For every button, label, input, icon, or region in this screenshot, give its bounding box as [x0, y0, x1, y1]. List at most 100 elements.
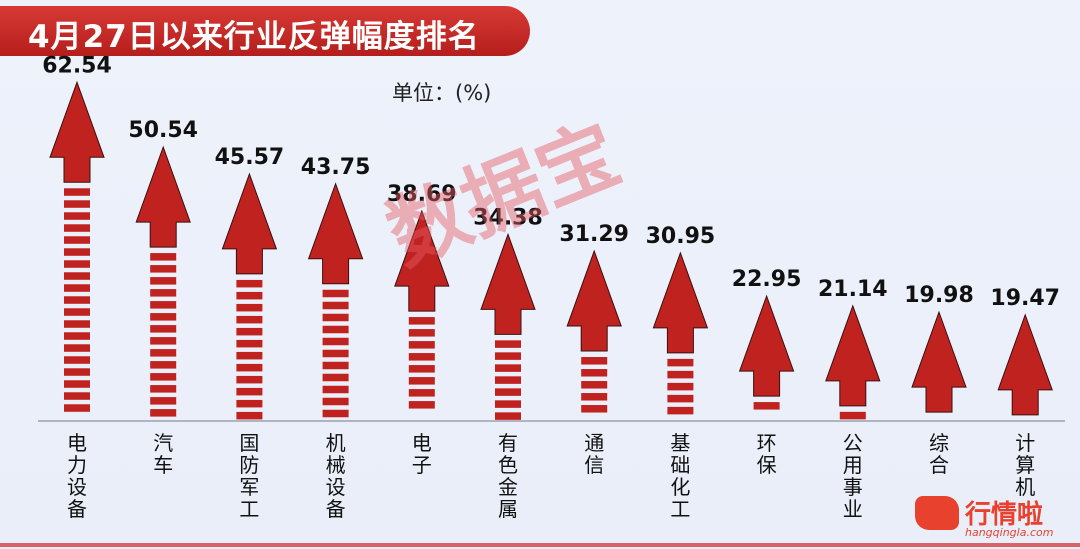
- arrow-head: [307, 182, 364, 285]
- arrow-stripe: [408, 329, 435, 337]
- arrow-stripe: [408, 377, 435, 385]
- arrow-stripe: [322, 349, 349, 358]
- arrow-stripe: [236, 327, 263, 336]
- arrow-stripe: [408, 353, 435, 361]
- arrow-stripe: [408, 389, 435, 397]
- category-label: 计算机: [1015, 431, 1035, 499]
- logo-name: 行情啦: [965, 500, 1044, 530]
- arrow-stripe: [667, 358, 694, 367]
- baseline-divider: [0, 543, 1080, 547]
- arrow-stripe: [322, 385, 349, 394]
- arrow-stripe: [150, 301, 177, 309]
- arrow-stripe: [150, 373, 177, 381]
- arrow-stripe: [150, 349, 177, 357]
- arrow-stripe: [322, 325, 349, 334]
- arrow-stripe: [150, 289, 177, 297]
- arrow-stripe: [64, 248, 90, 256]
- bar-arrow: [997, 313, 1053, 416]
- category-label: 电力设备: [67, 431, 87, 521]
- arrow-stripe: [581, 381, 608, 389]
- arrow-stripe: [236, 411, 263, 420]
- bar-arrow: [652, 251, 709, 415]
- title-banner: 4月27日以来行业反弹幅度排名: [0, 6, 530, 56]
- data-label: 31.29: [559, 222, 629, 247]
- arrow-stripe: [495, 388, 521, 396]
- arrow-stripe: [236, 375, 263, 384]
- arrow-head: [997, 313, 1053, 416]
- arrow-stripe: [408, 365, 435, 373]
- arrow-stripe: [495, 400, 521, 408]
- arrow-stripe: [495, 340, 521, 348]
- arrow-head: [135, 145, 191, 248]
- arrow-stripe: [150, 409, 177, 417]
- arrow-stripe: [581, 405, 608, 413]
- arrow-stripe: [64, 368, 90, 376]
- arrow-stripe: [322, 397, 349, 406]
- arrow-stripe: [64, 296, 90, 304]
- data-label: 21.14: [818, 277, 888, 302]
- arrow-stripe: [236, 339, 263, 348]
- logo-url: hangqingla.com: [965, 526, 1054, 539]
- arrow-stripe: [64, 272, 90, 280]
- arrow-stripe: [236, 279, 263, 288]
- arrow-stripe: [150, 325, 177, 333]
- category-label: 国防军工: [239, 431, 259, 521]
- arrow-stripe: [64, 344, 90, 352]
- arrow-stripe: [495, 364, 521, 372]
- arrow-stripe: [667, 382, 694, 391]
- arrow-stripe: [495, 352, 521, 360]
- category-label: 汽车: [153, 431, 173, 477]
- arrow-stripe: [236, 303, 263, 312]
- arrow-stripe: [64, 392, 90, 400]
- bar-arrow: [307, 182, 364, 418]
- bar-arrow: [825, 304, 881, 420]
- arrow-head: [911, 310, 967, 413]
- bar-arrow: [480, 232, 536, 420]
- bar-arrow: [566, 249, 622, 413]
- arrow-stripe: [64, 212, 90, 220]
- arrow-stripe: [839, 411, 866, 420]
- data-label: 34.38: [473, 205, 543, 230]
- bar-arrow: [911, 310, 967, 413]
- arrow-stripe: [408, 401, 435, 409]
- category-label: 基础化工: [670, 431, 690, 521]
- arrow-stripe: [322, 289, 349, 298]
- arrow-stripe: [64, 224, 90, 232]
- unit-label: 单位：(%): [392, 81, 492, 105]
- arrow-stripe: [64, 404, 90, 412]
- data-label: 19.98: [904, 283, 974, 308]
- arrow-stripe: [236, 399, 263, 408]
- category-label: 电子: [412, 431, 432, 477]
- data-label: 38.69: [387, 182, 457, 207]
- arrow-head: [49, 80, 105, 183]
- arrow-stripe: [322, 313, 349, 322]
- arrow-stripe: [150, 265, 177, 273]
- arrow-stripe: [322, 409, 349, 418]
- arrow-stripe: [150, 361, 177, 369]
- category-label: 通信: [584, 431, 604, 477]
- arrow-stripe: [236, 387, 263, 396]
- arrow-head: [221, 172, 278, 275]
- data-label: 45.57: [215, 145, 285, 170]
- bull-icon: [915, 496, 959, 530]
- arrow-stripe: [64, 260, 90, 268]
- category-label: 有色金属: [498, 431, 518, 521]
- arrow-stripe: [150, 253, 177, 261]
- arrow-head: [394, 209, 450, 312]
- data-label: 22.95: [732, 267, 802, 292]
- category-label: 综合: [929, 431, 949, 477]
- data-label: 62.54: [42, 53, 112, 78]
- arrow-stripe: [150, 337, 177, 345]
- data-label: 43.75: [301, 155, 371, 180]
- arrow-stripe: [64, 356, 90, 364]
- arrow-stripe: [64, 308, 90, 316]
- category-label: 环保: [757, 431, 777, 477]
- category-label: 公用事业: [843, 431, 863, 521]
- arrow-stripe: [495, 412, 521, 420]
- arrow-stripe: [753, 402, 780, 410]
- category-label: 机械设备: [326, 431, 346, 521]
- data-label: 50.54: [128, 118, 198, 143]
- arrow-head: [480, 232, 536, 335]
- arrow-stripe: [150, 397, 177, 405]
